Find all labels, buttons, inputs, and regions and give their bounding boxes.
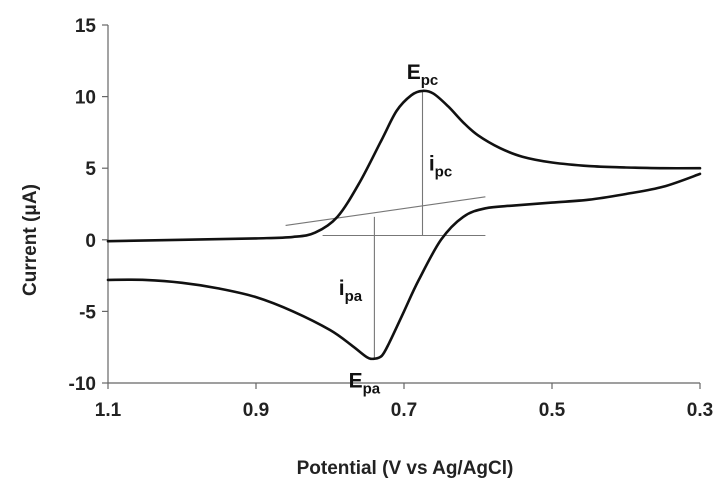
x-axis-title: Potential (V vs Ag/AgCl) [297, 458, 514, 479]
annotation-subscript: pc [421, 72, 439, 89]
x-tick-label: 0.3 [687, 400, 713, 421]
annotation-subscript: pc [435, 163, 453, 180]
x-tick-label: 1.1 [95, 400, 122, 421]
cathodic-baseline [285, 196, 486, 227]
y-tick-label: 15 [75, 16, 97, 37]
x-tick-label: 0.5 [539, 400, 566, 421]
guide-lines [285, 90, 486, 359]
x-tick-label: 0.7 [391, 400, 417, 421]
y-tick-label: 5 [85, 159, 96, 180]
annotation-main: E [349, 370, 363, 393]
y-tick-label: 0 [85, 231, 96, 252]
peak-potential-label-pa: Epa [349, 370, 381, 398]
peak-potential-label-pc: Epc [407, 61, 439, 89]
annotation-main: i [429, 152, 435, 175]
data-series [106, 89, 702, 361]
annotation-subscript: pa [363, 381, 381, 398]
y-axis-title: Current (μA) [20, 184, 41, 296]
y-tick-label: 10 [75, 88, 96, 109]
x-tick-label: 0.9 [243, 400, 269, 421]
y-tick-label: -10 [69, 374, 96, 395]
peak-current-label-pc: ipc [429, 152, 452, 180]
annotation-subscript: pa [345, 288, 363, 305]
annotation-main: E [407, 61, 421, 84]
anodic-scan-line [106, 172, 702, 361]
axes: 15 10 5 0 -5 -10 1.1 0.9 0.7 0.5 0.3 [69, 16, 714, 421]
y-tick-label: -5 [79, 302, 96, 323]
annotation-main: i [339, 277, 345, 300]
peak-current-label-pa: ipa [339, 277, 363, 305]
cathodic-scan-line [106, 89, 702, 243]
